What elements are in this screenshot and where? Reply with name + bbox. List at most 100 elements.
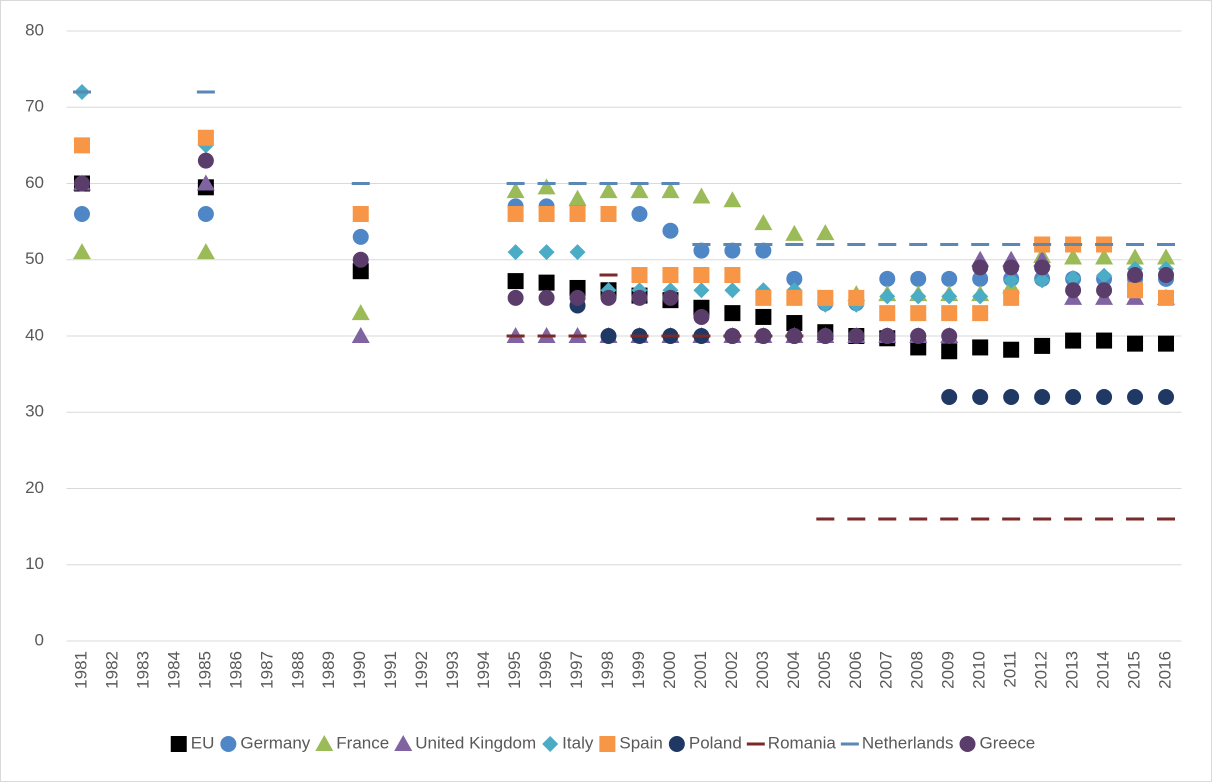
marker-diamond — [1065, 270, 1082, 287]
marker-dash — [1157, 517, 1176, 521]
marker-diamond — [879, 288, 896, 305]
marker-triangle — [599, 182, 618, 199]
marker-circle — [197, 206, 214, 222]
marker-circle — [600, 289, 617, 306]
y-tick-label: 20 — [25, 478, 44, 497]
marker-circle — [569, 289, 586, 306]
marker-square — [507, 206, 524, 222]
x-tick-label: 2015 — [1125, 651, 1144, 689]
x-tick-label: 2008 — [908, 651, 927, 689]
x-tick-label: 1999 — [629, 651, 648, 689]
marker-triangle — [537, 178, 556, 195]
marker-square — [755, 289, 772, 306]
marker-diamond — [693, 282, 710, 299]
marker-square — [724, 267, 741, 283]
marker-circle — [879, 328, 896, 344]
marker-diamond — [972, 288, 989, 305]
marker-diamond — [507, 244, 524, 261]
marker-dash — [1002, 243, 1021, 246]
marker-square — [600, 206, 617, 222]
marker-diamond — [569, 244, 586, 261]
marker-square — [879, 305, 896, 322]
marker-dash — [1157, 243, 1176, 246]
marker-circle — [668, 736, 685, 752]
marker-circle — [1003, 389, 1020, 405]
marker-dash — [1126, 243, 1145, 246]
marker-circle — [941, 328, 958, 344]
marker-square — [1003, 341, 1020, 358]
marker-square — [786, 289, 803, 306]
x-tick-label: 2007 — [877, 651, 896, 689]
y-tick-label: 60 — [25, 173, 44, 192]
marker-circle — [972, 389, 989, 405]
y-tick-label: 10 — [25, 554, 44, 573]
x-tick-label: 1992 — [412, 651, 431, 689]
x-tick-label: 1995 — [505, 651, 524, 689]
marker-square — [910, 339, 927, 356]
marker-triangle — [754, 214, 773, 231]
marker-dash — [599, 182, 618, 185]
marker-square — [972, 305, 989, 322]
marker-square — [538, 206, 555, 222]
x-tick-label: 1994 — [474, 651, 493, 689]
marker-triangle — [315, 735, 334, 751]
marker-dash — [72, 90, 91, 94]
marker-triangle — [692, 187, 711, 204]
marker-triangle — [72, 243, 91, 260]
marker-circle — [724, 242, 741, 259]
x-tick-label: 1988 — [288, 651, 307, 689]
marker-triangle — [661, 182, 680, 199]
x-tick-label: 2004 — [784, 651, 803, 689]
x-tick-label: 1984 — [164, 651, 183, 689]
marker-square — [73, 137, 90, 154]
marker-square — [197, 129, 214, 146]
marker-circle — [352, 228, 369, 245]
x-tick-label: 1993 — [443, 651, 462, 689]
legend-label: Spain — [619, 733, 662, 752]
marker-triangle — [196, 243, 215, 260]
marker-square — [786, 315, 803, 332]
marker-dash — [1126, 517, 1145, 521]
marker-circle — [848, 328, 865, 344]
marker-dash — [692, 334, 711, 338]
y-tick-label: 70 — [25, 97, 44, 116]
marker-circle — [786, 328, 803, 344]
marker-dash — [692, 243, 711, 246]
marker-square — [941, 343, 958, 360]
x-tick-label: 1989 — [319, 651, 338, 689]
marker-dash — [940, 517, 959, 521]
marker-triangle — [196, 174, 215, 191]
marker-circle — [1034, 259, 1051, 276]
marker-circle — [507, 289, 524, 306]
marker-dash — [630, 182, 649, 185]
marker-dash — [878, 243, 897, 246]
marker-dash — [506, 334, 525, 338]
marker-diamond — [538, 244, 555, 261]
marker-circle — [631, 206, 648, 222]
marker-square — [631, 267, 648, 283]
marker-diamond — [542, 736, 559, 752]
marker-square — [599, 736, 616, 752]
marker-circle — [755, 242, 772, 259]
x-tick-label: 2016 — [1155, 651, 1174, 689]
marker-diamond — [910, 288, 927, 305]
marker-circle — [817, 328, 834, 344]
legend-label: Greece — [980, 733, 1036, 752]
x-tick-label: 2014 — [1094, 651, 1113, 689]
x-tick-label: 2003 — [753, 651, 772, 689]
marker-circle — [786, 270, 803, 287]
marker-diamond — [941, 288, 958, 305]
marker-circle — [972, 270, 989, 287]
marker-dash — [785, 243, 804, 246]
marker-dash — [1033, 243, 1052, 246]
marker-dash — [746, 742, 765, 746]
marker-square — [941, 305, 958, 322]
y-tick-label: 30 — [25, 402, 44, 421]
marker-triangle — [568, 189, 587, 206]
marker-circle — [693, 308, 710, 325]
marker-circle — [1127, 389, 1144, 405]
marker-diamond — [1034, 272, 1051, 289]
x-tick-label: 1982 — [102, 651, 121, 689]
marker-circle — [959, 736, 976, 752]
